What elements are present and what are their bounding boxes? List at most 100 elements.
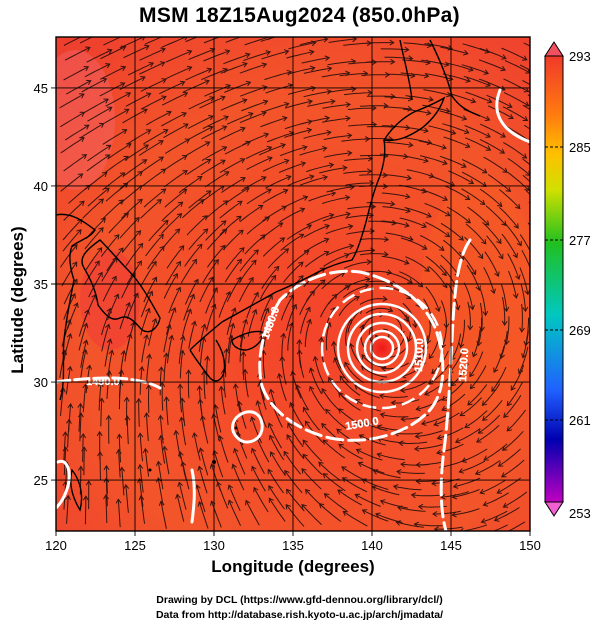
streamline	[361, 478, 389, 490]
streamline-arrow	[304, 488, 311, 495]
streamline	[64, 124, 90, 141]
streamline-arrow	[66, 319, 72, 325]
streamline-arrow	[471, 269, 477, 276]
streamline-arrow	[539, 172, 544, 177]
streamline-arrow	[251, 465, 257, 472]
streamline	[358, 462, 385, 474]
streamline-arrow	[237, 200, 243, 206]
streamline	[188, 228, 208, 251]
streamline	[62, 229, 82, 252]
streamline	[307, 214, 334, 226]
streamline-arrow	[454, 438, 461, 444]
streamline-arrow	[158, 434, 165, 441]
streamline	[284, 129, 312, 138]
streamline-arrow	[344, 194, 351, 201]
streamline-arrow	[228, 334, 235, 341]
streamline	[62, 219, 83, 241]
streamline	[503, 491, 528, 508]
streamline	[397, 506, 426, 512]
streamline-arrow	[451, 511, 457, 518]
streamline	[203, 37, 221, 44]
streamline-arrow	[77, 465, 84, 471]
streamline	[450, 333, 462, 361]
streamline-arrow	[408, 141, 414, 148]
streamline-arrow	[496, 488, 502, 494]
streamline-arrow	[399, 387, 406, 393]
streamline	[522, 104, 530, 111]
streamline-arrow	[276, 372, 283, 379]
streamline-arrow	[322, 174, 329, 181]
streamline	[125, 484, 129, 513]
streamline	[483, 443, 508, 461]
streamline-arrow	[186, 308, 193, 315]
streamline-arrow	[513, 223, 519, 229]
streamline-arrow	[459, 411, 466, 417]
streamline-arrow	[134, 217, 140, 223]
streamline	[206, 304, 216, 332]
streamline-arrow	[375, 512, 381, 518]
streamline-arrow	[116, 433, 123, 439]
streamline-arrow	[389, 200, 396, 207]
streamline-arrow	[280, 143, 286, 149]
streamline-arrow	[158, 140, 164, 146]
streamline-arrow	[423, 157, 429, 164]
streamline-arrow	[468, 179, 475, 185]
streamline-arrow	[79, 200, 85, 206]
streamline	[487, 174, 511, 192]
streamline-arrow	[224, 49, 231, 55]
streamline-arrow	[103, 494, 109, 500]
colorbar-label: 253	[569, 506, 591, 521]
streamline	[222, 229, 244, 251]
contour-label: 1500.0	[344, 415, 379, 433]
streamline-arrow	[221, 146, 228, 152]
streamline	[234, 384, 241, 412]
streamline	[161, 92, 188, 106]
streamline-arrow	[184, 138, 191, 144]
streamline	[403, 42, 432, 47]
streamline-arrow	[322, 472, 328, 479]
streamline-arrow	[333, 357, 339, 363]
streamline	[219, 127, 246, 141]
streamline-arrow	[159, 381, 166, 388]
streamline-arrow	[469, 371, 475, 378]
streamline	[303, 131, 331, 139]
streamline-arrow	[264, 307, 270, 313]
streamline	[425, 221, 450, 237]
streamline-arrow	[345, 101, 352, 108]
streamline-arrow	[444, 231, 451, 238]
streamline-arrow	[424, 390, 430, 396]
streamline-arrow	[124, 415, 131, 421]
streamline	[443, 239, 464, 260]
streamline	[301, 504, 322, 525]
streamline-arrow	[66, 332, 73, 339]
streamline-arrow	[262, 99, 269, 106]
streamline-arrow	[301, 468, 307, 474]
streamline	[267, 469, 284, 494]
streamline-arrow	[539, 242, 543, 247]
streamline	[448, 170, 474, 184]
streamline	[88, 272, 103, 298]
streamline	[303, 67, 332, 74]
streamline-arrow	[200, 415, 206, 421]
streamline-arrow	[170, 307, 177, 313]
streamline-arrow	[242, 368, 249, 374]
streamline	[308, 192, 336, 202]
streamline	[338, 392, 361, 411]
streamline	[400, 126, 429, 132]
streamline	[356, 448, 383, 461]
streamline	[463, 282, 474, 310]
streamline-arrow	[82, 348, 88, 355]
streamline-arrow	[512, 293, 519, 299]
streamline-arrow	[505, 186, 512, 193]
streamline	[138, 140, 164, 156]
streamline-arrow	[264, 216, 270, 222]
streamline-arrow	[177, 201, 184, 207]
streamline	[259, 382, 267, 410]
streamline-arrow	[143, 412, 150, 418]
streamline	[199, 96, 226, 109]
streamline-arrow	[358, 434, 365, 440]
streamline	[102, 129, 127, 145]
streamline-arrow	[470, 97, 477, 104]
streamline	[496, 477, 522, 494]
streamline-arrow	[142, 108, 148, 114]
